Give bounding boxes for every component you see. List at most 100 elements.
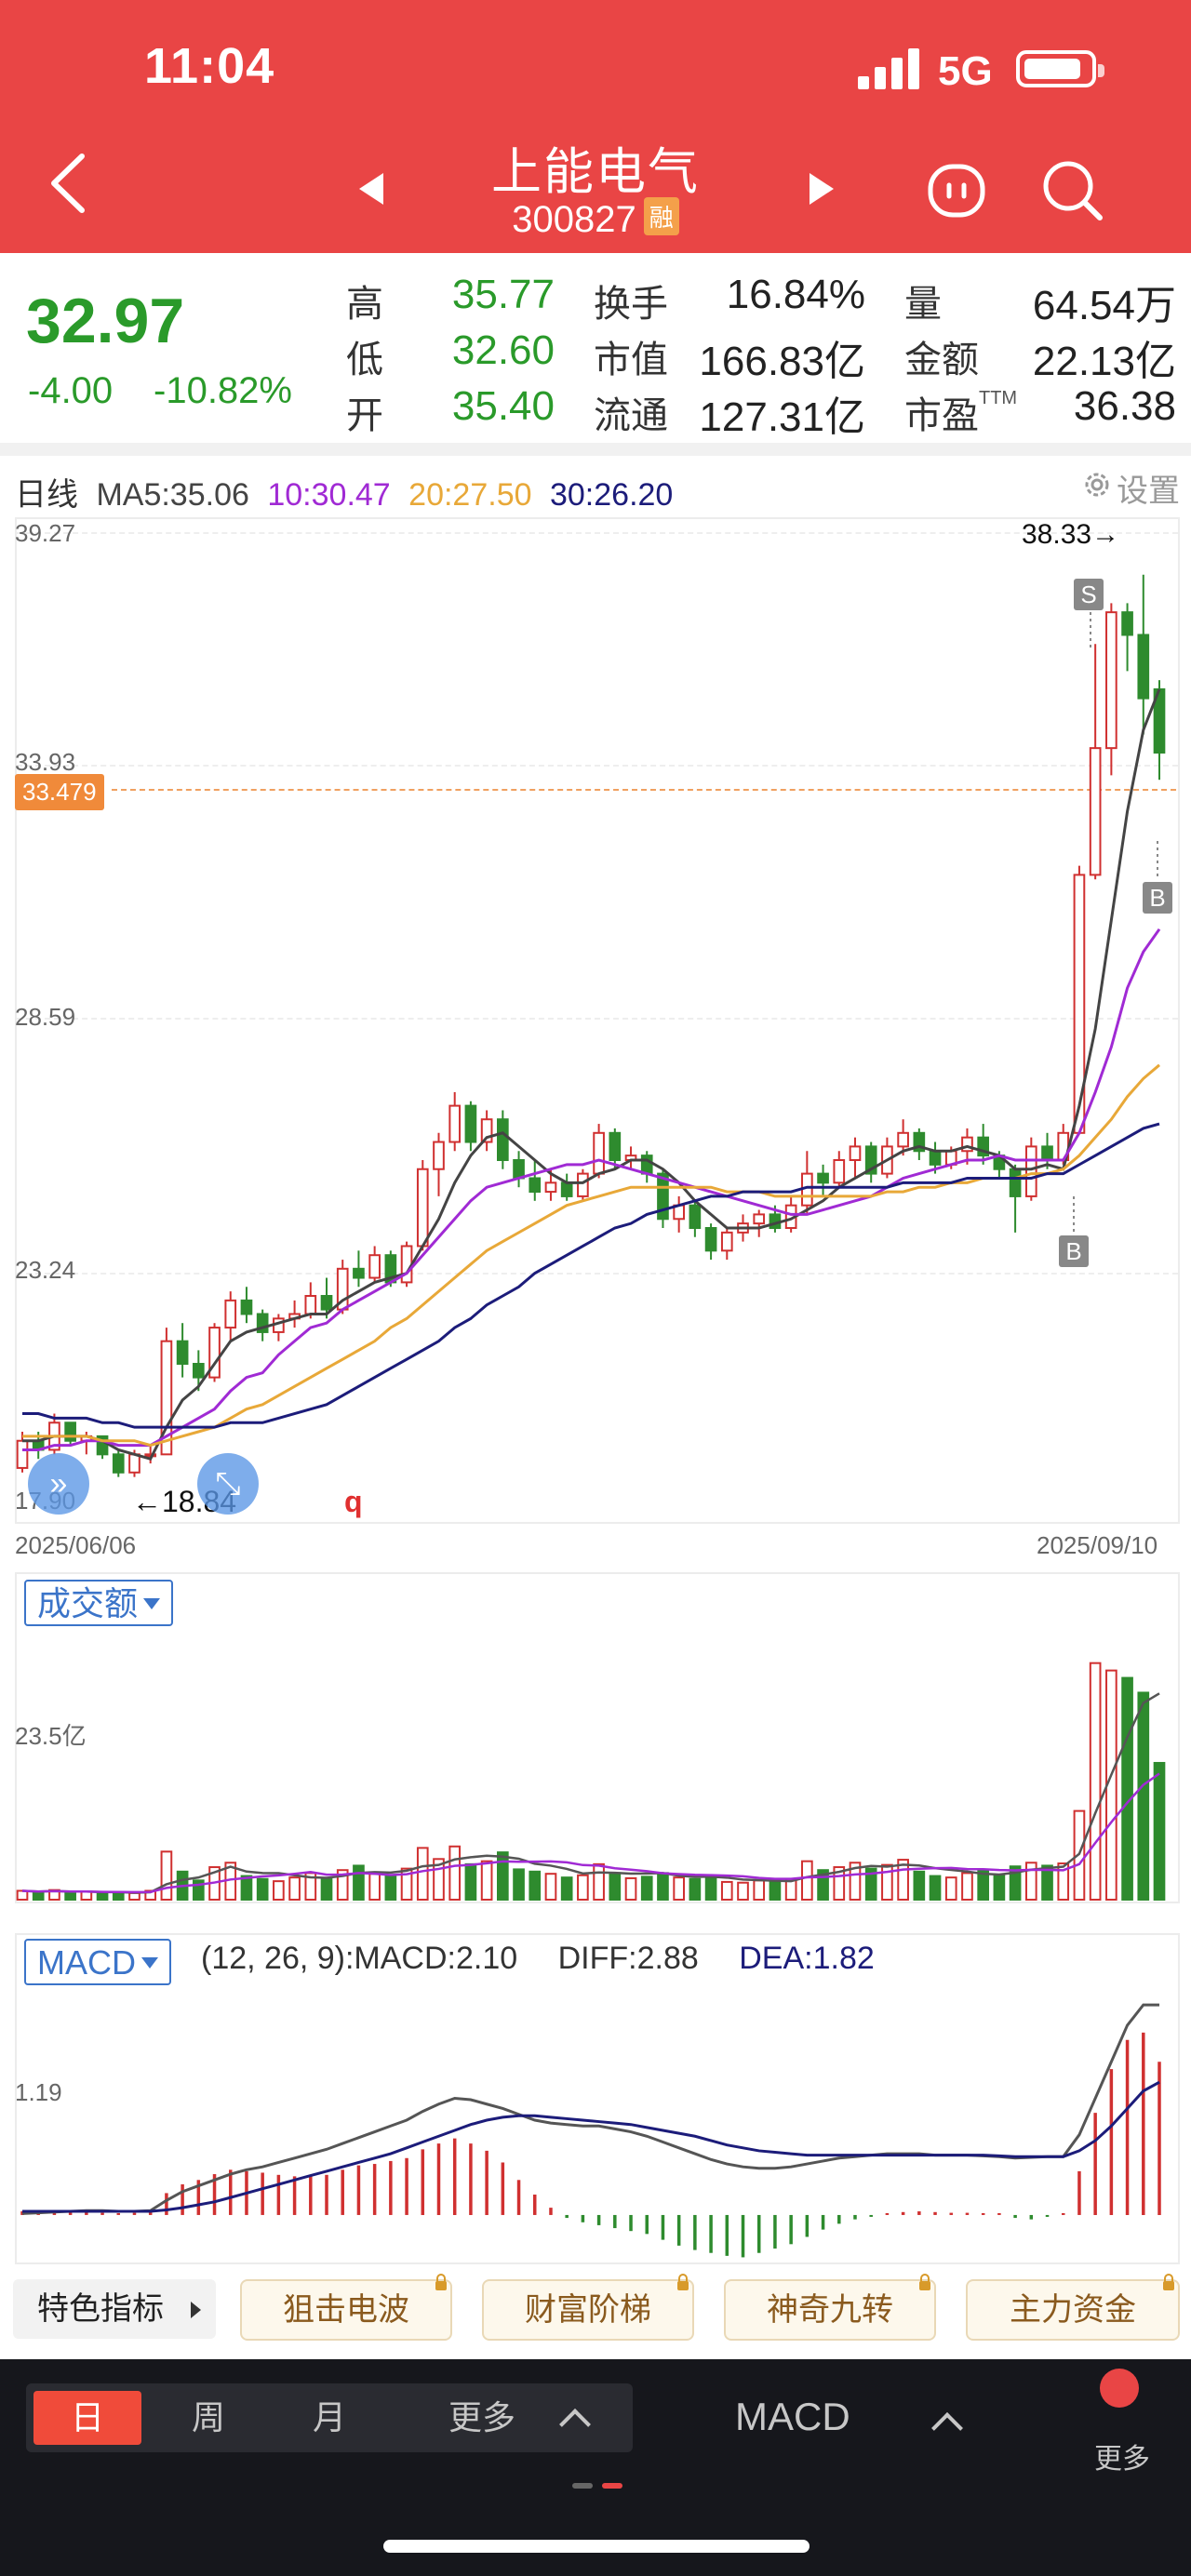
indicator-sniper-wave[interactable]: 狙击电波 <box>240 2274 452 2341</box>
candle-body <box>433 1141 445 1170</box>
volume-bar <box>673 1876 685 1901</box>
ma5-value: MA5:35.06 <box>96 477 249 513</box>
more-icon[interactable] <box>1098 2369 1141 2415</box>
assistant-icon[interactable] <box>927 161 986 220</box>
stock-code-row: 300827 融 <box>409 197 782 241</box>
candle-body <box>353 1267 365 1279</box>
candle-body <box>368 1254 381 1279</box>
gridline <box>17 1273 1178 1275</box>
buy-marker[interactable]: B <box>1143 882 1172 914</box>
indicator-label: 神奇九转 <box>767 2292 893 2328</box>
volume-bar <box>416 1847 429 1901</box>
tab-day[interactable]: 日 <box>33 2391 141 2445</box>
macd-diff: DIFF:2.88 <box>557 1941 699 1976</box>
chevron-down-icon <box>143 1598 161 1609</box>
volume-bar <box>240 1875 253 1902</box>
lock-icon <box>1163 2274 1174 2290</box>
zoom-button[interactable]: ⤡ <box>197 1453 259 1515</box>
kline-chart[interactable] <box>15 517 1180 1524</box>
candle-body <box>961 1136 973 1153</box>
stock-code: 300827 <box>512 199 636 240</box>
gear-icon[interactable] <box>1081 469 1113 501</box>
price-change-pct: -10.82% <box>154 370 292 411</box>
candle-body <box>849 1145 862 1162</box>
ma20-value: 20:27.50 <box>408 477 532 513</box>
ma30-value: 30:26.20 <box>549 477 674 513</box>
candle-body <box>689 1204 702 1230</box>
header: 11:04 5G 上能电气 300827 融 <box>0 0 1191 253</box>
volume-bar <box>929 1875 942 1902</box>
ma10-line <box>22 928 1161 1451</box>
prev-stock-arrow-icon[interactable] <box>359 173 383 205</box>
period-tabs: 日 周 月 更多 <box>26 2383 633 2452</box>
feature-indicator-menu[interactable]: 特色指标 <box>13 2279 216 2339</box>
candle-body <box>96 1435 109 1456</box>
candle-body <box>480 1118 493 1143</box>
volume-bar <box>480 1860 493 1902</box>
lock-icon <box>919 2274 930 2290</box>
volume-bar <box>96 1892 109 1901</box>
page-dot <box>572 2483 593 2489</box>
quote-label-pe: 市盈TTM <box>904 385 1017 439</box>
volume-bar <box>256 1877 269 1901</box>
volume-bar <box>513 1868 525 1901</box>
quote-label-volume: 量 <box>904 284 942 325</box>
ma30-line <box>22 1122 1160 1429</box>
candle-body <box>913 1131 926 1153</box>
bottom-indicator-tab[interactable]: MACD <box>735 2395 850 2438</box>
candle-body <box>1137 634 1150 700</box>
scroll-left-button[interactable]: » <box>28 1453 89 1515</box>
more-label[interactable]: 更多 <box>1094 2444 1150 2475</box>
volume-bar <box>273 1880 285 1902</box>
indicator-label: 主力资金 <box>1010 2292 1136 2328</box>
indicator-label: 狙击电波 <box>283 2292 409 2328</box>
candle-body <box>112 1453 125 1474</box>
macd-indicator-dropdown[interactable]: MACD <box>24 1939 171 1985</box>
candle-body <box>64 1421 76 1442</box>
volume-bar <box>64 1891 76 1902</box>
tab-more-periods[interactable]: 更多 <box>448 2398 515 2436</box>
macd-y-tick: 1.19 <box>15 2078 62 2106</box>
macd-panel <box>15 1933 1180 2264</box>
volume-bar <box>560 1876 573 1901</box>
volume-bar <box>1024 1862 1037 1902</box>
indicator-wealth-ladder[interactable]: 财富阶梯 <box>482 2274 694 2341</box>
indicator-main-capital[interactable]: 主力资金 <box>966 2274 1180 2341</box>
candle-body <box>192 1363 205 1379</box>
volume-bar <box>1057 1862 1070 1901</box>
y-tick-4: 23.24 <box>15 1256 76 1284</box>
next-stock-arrow-icon[interactable] <box>810 173 834 205</box>
y-tick-1: 39.27 <box>15 519 76 547</box>
volume-bar <box>1089 1662 1102 1901</box>
quote-label-float-cap: 流通 <box>594 395 668 436</box>
back-arrow-icon[interactable] <box>45 153 93 214</box>
tab-week[interactable]: 周 <box>191 2398 225 2436</box>
ttm-superscript: TTM <box>979 388 1018 408</box>
buy-marker[interactable]: B <box>1059 1235 1089 1267</box>
macd-params: (12, 26, 9):MACD:2.10 <box>201 1941 518 1976</box>
price-tag: 33.479 <box>15 774 104 810</box>
volume-bar <box>192 1879 205 1901</box>
indicator-magic-nine[interactable]: 神奇九转 <box>724 2274 936 2341</box>
q-marker: q <box>344 1485 363 1518</box>
chevron-up-icon[interactable] <box>559 2409 591 2440</box>
volume-ma10-line <box>21 1772 1160 1894</box>
quote-label-high: 高 <box>346 284 383 325</box>
quote-label-turnover: 换手 <box>594 284 668 325</box>
volume-bar <box>961 1872 973 1902</box>
end-date: 2025/09/10 <box>1037 1531 1158 1559</box>
candle-body <box>1105 611 1117 750</box>
tab-month[interactable]: 月 <box>312 2398 346 2436</box>
search-icon[interactable] <box>1040 158 1105 223</box>
volume-bar <box>353 1864 365 1902</box>
volume-y-tick: 23.5亿 <box>15 1722 87 1750</box>
sell-marker[interactable]: S <box>1074 579 1104 610</box>
volume-bar <box>433 1858 445 1901</box>
volume-bar <box>689 1877 702 1901</box>
volume-indicator-dropdown[interactable]: 成交额 <box>24 1580 174 1626</box>
volume-ma5-line <box>21 1692 1160 1894</box>
gridline <box>17 1018 1178 1020</box>
settings-button[interactable]: 设置 <box>1117 474 1180 509</box>
stock-name: 上能电气 <box>491 144 700 200</box>
lock-icon <box>677 2274 689 2290</box>
